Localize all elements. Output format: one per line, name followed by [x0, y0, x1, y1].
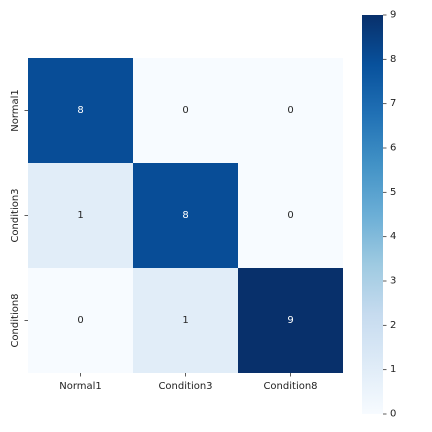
x-tick-label: Normal1 [59, 381, 102, 392]
colorbar-tick-label: 3 [390, 276, 396, 287]
heatmap-cell-r1-c1 [133, 163, 238, 268]
colorbar-gradient [362, 15, 383, 414]
x-tick-label: Condition3 [158, 381, 212, 392]
y-axis: Normal1 Condition3 Condition8 [10, 89, 28, 348]
cell-value-label: 1 [77, 210, 83, 221]
colorbar-tick-label: 9 [390, 10, 396, 21]
colorbar-tick-label: 6 [390, 143, 396, 154]
colorbar-tick-label: 2 [390, 320, 396, 331]
heatmap-cell-labels: 8 0 0 1 8 0 0 1 9 [77, 105, 293, 326]
heatmap-cell-r1-c0 [28, 163, 133, 268]
y-tick-label: Normal1 [10, 89, 21, 132]
heatmap-cells [28, 58, 343, 373]
colorbar-tick-label: 5 [390, 187, 396, 198]
cell-value-label: 0 [182, 105, 188, 116]
colorbar [362, 15, 383, 414]
colorbar-tick-label: 0 [390, 409, 396, 420]
cell-value-label: 1 [182, 315, 188, 326]
colorbar-tick-label: 4 [390, 231, 396, 242]
heatmap-cell-r0-c1 [133, 58, 238, 163]
colorbar-tick-label: 8 [390, 54, 396, 65]
colorbar-tick-label: 1 [390, 364, 396, 375]
heatmap-cell-r2-c1 [133, 268, 238, 373]
heatmap-cell-r1-c2 [238, 163, 343, 268]
cell-value-label: 0 [287, 210, 293, 221]
cell-value-label: 8 [77, 105, 83, 116]
cell-value-label: 0 [77, 315, 83, 326]
x-tick-label: Condition8 [263, 381, 317, 392]
heatmap-cell-r2-c0 [28, 268, 133, 373]
y-tick-label: Condition8 [10, 293, 21, 347]
colorbar-tick-label: 7 [390, 98, 396, 109]
y-tick-label: Condition3 [10, 188, 21, 242]
heatmap-cell-r2-c2 [238, 268, 343, 373]
cell-value-label: 8 [182, 210, 188, 221]
heatmap-cell-r0-c0 [28, 58, 133, 163]
cell-value-label: 0 [287, 105, 293, 116]
x-axis: Normal1 Condition3 Condition8 [59, 373, 318, 392]
colorbar-ticks: 0 1 2 3 4 5 6 7 8 9 [383, 10, 396, 420]
cell-value-label: 9 [287, 315, 293, 326]
heatmap-cell-r0-c2 [238, 58, 343, 163]
